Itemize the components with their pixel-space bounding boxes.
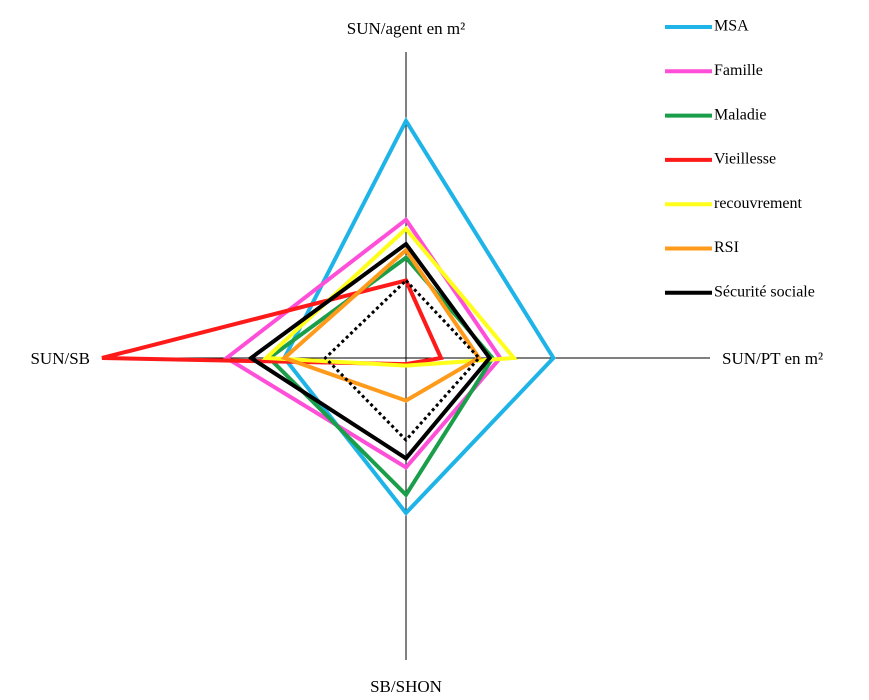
series-line xyxy=(282,116,556,517)
legend-label: MSA xyxy=(714,18,749,35)
axis-label: SUN/agent en m² xyxy=(347,19,465,38)
legend-label: Sécurité sociale xyxy=(714,283,815,300)
legend-label: Maladie xyxy=(714,106,766,123)
legend-label: recouvrement xyxy=(714,195,803,212)
legend-label: RSI xyxy=(714,239,739,256)
series-line xyxy=(280,247,482,403)
series-line xyxy=(247,241,493,461)
legend-label: Vieillesse xyxy=(714,151,776,168)
series-line xyxy=(323,278,482,443)
legend-label: Famille xyxy=(714,62,763,79)
axis-label: SUN/PT en m² xyxy=(722,349,823,368)
axis-label: SUN/SB xyxy=(30,349,90,368)
axis-label: SB/SHON xyxy=(370,677,442,696)
